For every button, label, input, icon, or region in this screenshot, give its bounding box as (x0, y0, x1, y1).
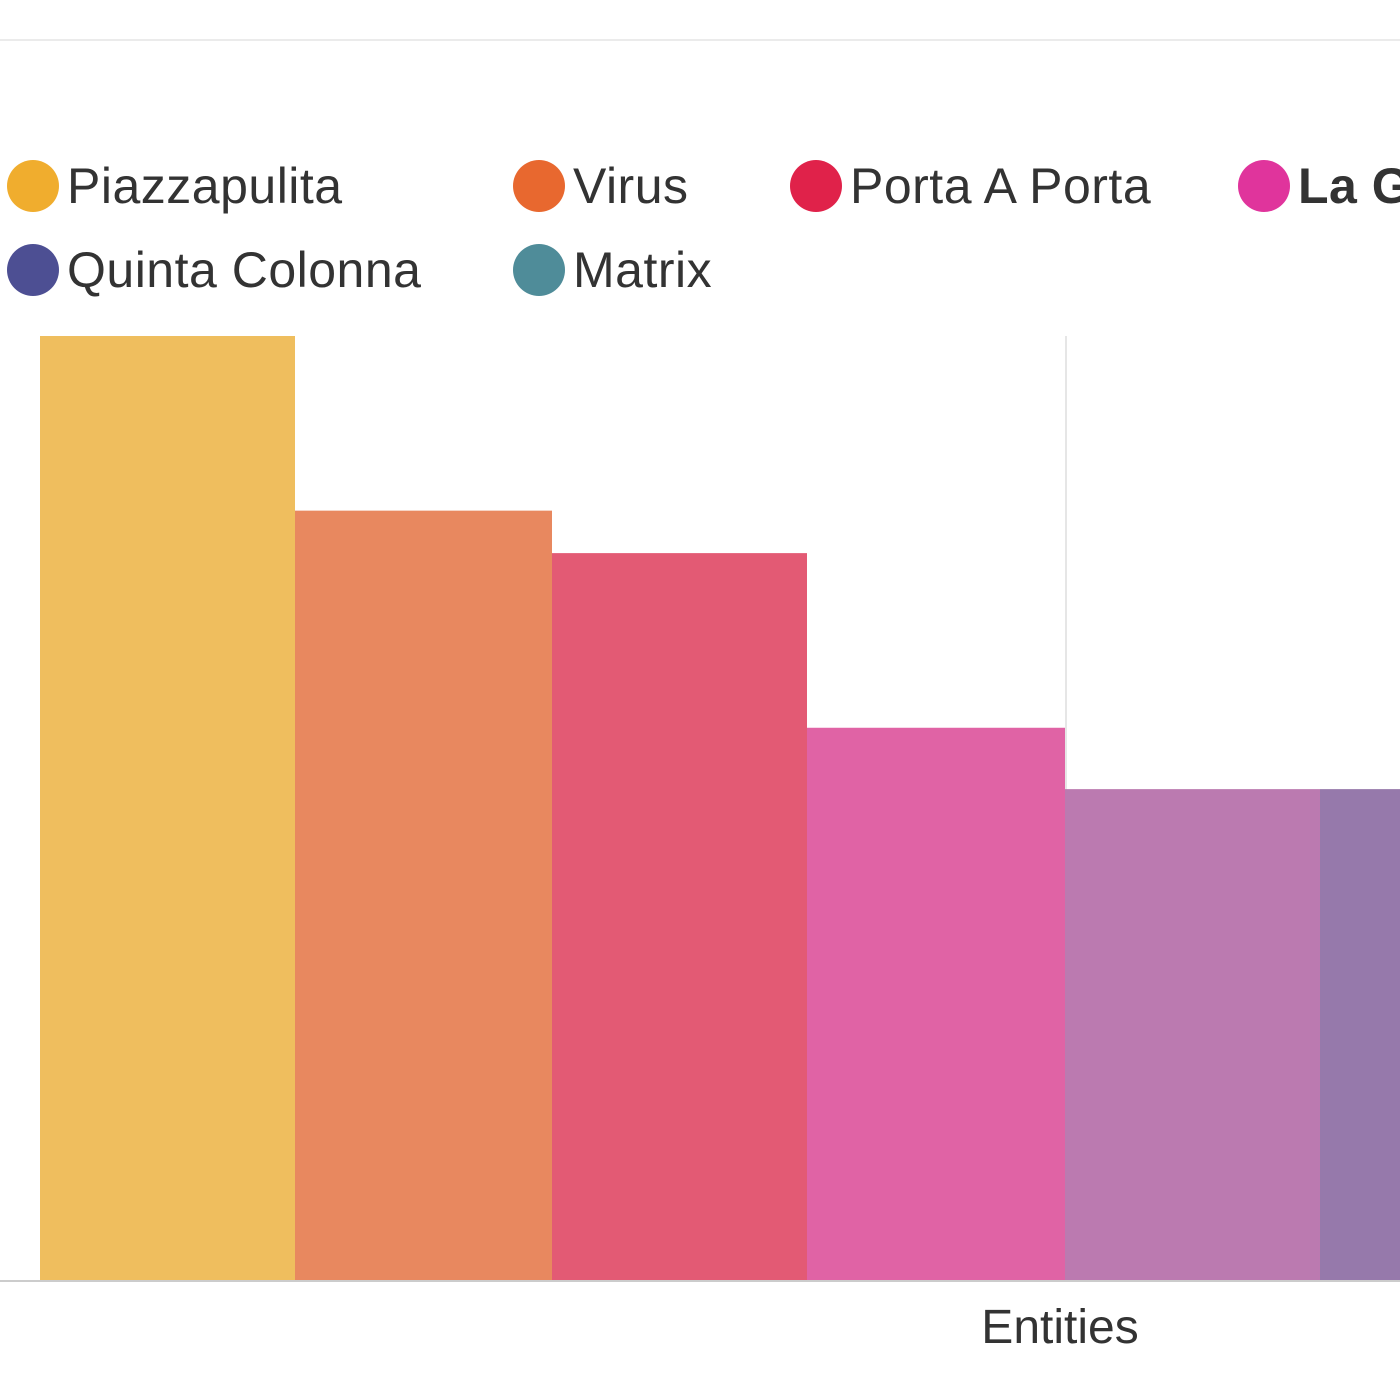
legend-label: Porta A Porta (850, 158, 1152, 214)
legend-swatch (7, 244, 59, 296)
top-divider (0, 39, 1400, 41)
legend-item-la-g[interactable]: La G (1231, 154, 1400, 218)
legend-label: Matrix (573, 242, 713, 298)
bar-3[interactable] (552, 553, 807, 1280)
legend-item-virus[interactable]: Virus (506, 154, 689, 218)
legend-item-quinta-colonna[interactable]: Quinta Colonna (0, 238, 421, 302)
legend-label: Quinta Colonna (67, 242, 422, 298)
bar-4[interactable] (807, 727, 1065, 1280)
legend-swatch (1238, 160, 1290, 212)
bar-5[interactable] (1065, 789, 1320, 1280)
legend-swatch (513, 160, 565, 212)
legend-item-matrix[interactable]: Matrix (506, 238, 712, 302)
bar-6[interactable] (1320, 789, 1400, 1280)
legend-label: Virus (573, 158, 689, 214)
bar-1[interactable] (40, 336, 295, 1280)
legend-swatch (7, 160, 59, 212)
legend-swatch (513, 244, 565, 296)
legend-label: La G (1298, 158, 1400, 214)
x-axis-label: Entities (981, 1301, 1139, 1354)
legend-item-piazzapulita[interactable]: Piazzapulita (0, 154, 343, 218)
bar-2[interactable] (295, 510, 552, 1280)
legend-label: Piazzapulita (67, 158, 343, 214)
bar-series (40, 336, 1400, 1280)
legend-item-porta-a-porta[interactable]: Porta A Porta (783, 154, 1151, 218)
chart-legend: Piazzapulita Virus Porta A Porta La G Qu… (0, 150, 1400, 310)
legend-swatch (790, 160, 842, 212)
